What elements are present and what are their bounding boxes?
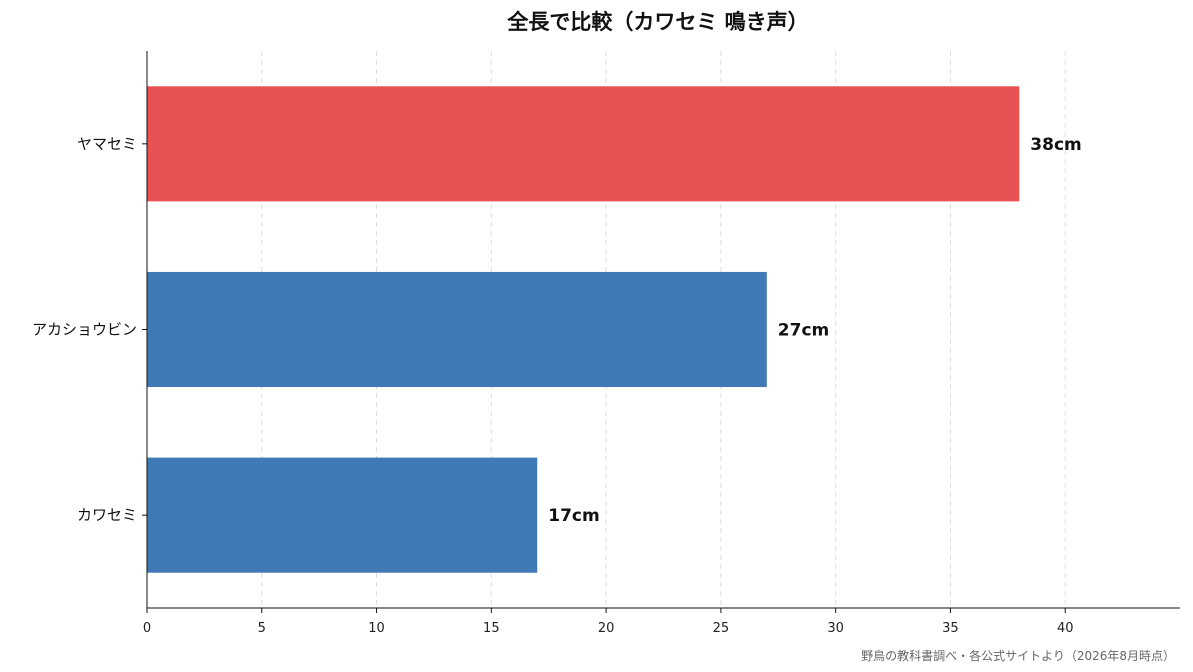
value-label-1: 27cm: [778, 321, 829, 341]
axes: [142, 51, 1180, 613]
category-label-2: カワセミ: [77, 506, 137, 524]
x-tick-label-40: 40: [1057, 621, 1074, 636]
x-tick-label-5: 5: [258, 621, 266, 636]
bar-1: [147, 271, 767, 388]
chart-title: 全長で比較（カワセミ 鳴き声）: [506, 10, 808, 34]
bar-2: [147, 457, 538, 573]
value-label-2: 17cm: [548, 506, 599, 526]
bar-0: [147, 86, 1020, 202]
x-tick-label-20: 20: [598, 621, 615, 636]
x-tick-label-30: 30: [827, 621, 844, 636]
category-label-1: アカショウビン: [32, 321, 137, 339]
value-label-0: 38cm: [1030, 135, 1081, 155]
x-tick-label-15: 15: [483, 621, 500, 636]
source-footnote: 野鳥の教科書調べ・各公式サイトより（2026年8月時点）: [861, 649, 1175, 663]
x-tick-label-35: 35: [942, 621, 959, 636]
bars: [147, 86, 1020, 573]
x-tick-label-10: 10: [368, 621, 385, 636]
labels: 38cm ヤマセミ 27cm アカショウビン 17cm カワセミ 0 5 10 15 20 25 30 3…: [32, 135, 1082, 636]
x-tick-label-0: 0: [143, 621, 151, 636]
x-tick-label-25: 25: [713, 621, 730, 636]
category-label-0: ヤマセミ: [77, 135, 137, 153]
